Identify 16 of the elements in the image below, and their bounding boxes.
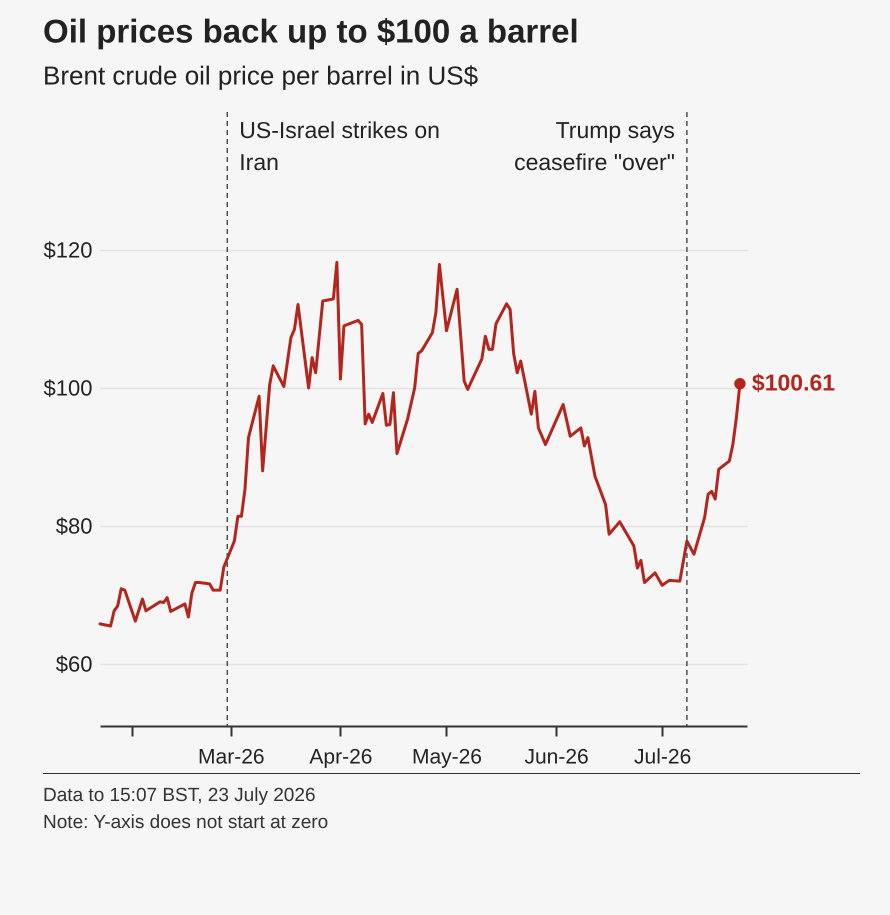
chart-subtitle: Brent crude oil price per barrel in US$ xyxy=(43,60,479,90)
x-tick-label: Mar-26 xyxy=(198,746,265,768)
x-tick-label: Jun-26 xyxy=(524,746,589,768)
ref-line-label: Trump says ceasefire "over" xyxy=(514,117,675,175)
text: Data to 15:07 BST, 23 July 2026 xyxy=(43,784,317,808)
y-tick-label: $80 xyxy=(56,513,92,538)
x-tick-label: Jul-26 xyxy=(634,746,692,768)
y-tick-label: $100 xyxy=(44,375,92,400)
x-tick-label: Apr-26 xyxy=(309,746,372,768)
ref-line-label: US-Israel strikes on Iran xyxy=(239,117,440,175)
y-tick-label: $60 xyxy=(56,651,92,676)
chart-title: Oil prices back up to $100 a barrel xyxy=(43,12,579,50)
annotation: $100.61 xyxy=(752,370,836,396)
y-tick-label: $120 xyxy=(44,237,92,262)
x-tick-label: May-26 xyxy=(412,746,482,768)
text: Note: Y-axis does not start at zero xyxy=(43,811,330,835)
